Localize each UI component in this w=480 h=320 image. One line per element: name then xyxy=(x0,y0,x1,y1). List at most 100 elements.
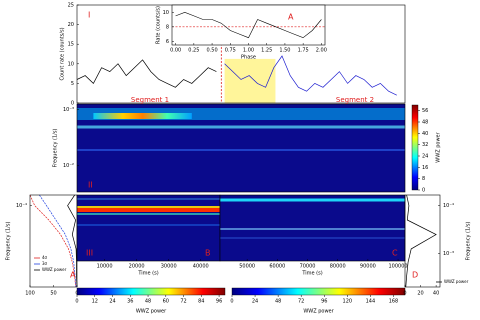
colorbar-tick-label: 40 xyxy=(422,131,428,137)
colorbar-tick-label: 56 xyxy=(422,108,428,114)
colorbar-tick-label: 16 xyxy=(422,165,428,171)
legend-label: WWZ power xyxy=(444,279,469,284)
heatmap-band xyxy=(77,198,220,200)
colorbar-tick-label: 0 xyxy=(230,299,233,305)
x-tick-label: 10000 xyxy=(97,264,113,270)
colorbar-tick-label: 48 xyxy=(275,299,281,305)
heatmap-band xyxy=(77,125,405,129)
profile-line xyxy=(67,194,78,288)
legend-label: 3σ xyxy=(42,261,48,266)
y-tick-label: 0 xyxy=(71,101,74,107)
x-tick-label: 80000 xyxy=(330,264,346,270)
y-axis-label: Frequency (1/s) xyxy=(466,222,472,261)
x-axis-label: Phase xyxy=(241,55,256,61)
colorbar-tick-label: 24 xyxy=(252,299,258,305)
heatmap-band xyxy=(93,113,192,119)
plot-frame xyxy=(404,194,441,288)
legend-label: WWZ power xyxy=(42,267,67,272)
x-tick-label: 100000 xyxy=(389,264,408,270)
y-axis-label: Frequency (1/s) xyxy=(6,222,12,261)
data-line xyxy=(175,11,322,39)
y-axis-label: Rate (counts/s) xyxy=(156,6,162,44)
legend-label: 4σ xyxy=(42,255,48,260)
y-tick-label: 20 xyxy=(68,22,74,28)
x-tick-label: 0.25 xyxy=(188,48,199,54)
colorbar-label: WWZ power xyxy=(136,309,167,315)
x-tick-label: 40 xyxy=(433,291,439,297)
panel-label: A xyxy=(70,271,76,280)
panel-label: III xyxy=(86,249,93,258)
heatmap xyxy=(220,195,405,261)
plot-frame xyxy=(76,103,406,193)
y-axis-label: Frequency (1/s) xyxy=(53,129,59,168)
y-tick-label: 8 xyxy=(166,24,169,30)
x-tick-label: 0 xyxy=(403,291,406,297)
x-tick-label: 1.00 xyxy=(243,48,254,54)
colorbar-tick-label: 84 xyxy=(198,299,204,305)
y-tick-label: 10⁻⁴ xyxy=(443,203,454,209)
x-tick-label: 40000 xyxy=(193,264,209,270)
x-tick-label: 20000 xyxy=(129,264,145,270)
colorbar-tick-label: 0 xyxy=(422,188,425,194)
colorbar xyxy=(76,287,226,296)
heatmap-band xyxy=(77,149,405,151)
y-tick-label: 6 xyxy=(166,39,169,45)
colorbar-tick-label: 96 xyxy=(321,299,327,305)
colorbar-tick-label: 72 xyxy=(298,299,304,305)
highlight xyxy=(224,58,276,103)
heatmap-band xyxy=(220,198,405,202)
heatmap-band xyxy=(220,228,405,230)
x-tick-label: 100 xyxy=(25,291,35,297)
inset-bg xyxy=(172,5,325,45)
x-tick-label: 50 xyxy=(50,291,56,297)
x-tick-label: 1.75 xyxy=(298,48,309,54)
x-tick-label: 0.00 xyxy=(170,48,181,54)
data-line xyxy=(76,59,217,88)
x-tick-label: 0.50 xyxy=(207,48,218,54)
colorbar-tick-label: 48 xyxy=(422,120,428,126)
colorbar-tick-label: 96 xyxy=(216,299,222,305)
colorbar-tick-label: 8 xyxy=(422,176,425,182)
panel-label: B xyxy=(205,249,211,258)
colorbar-label: WWZ power xyxy=(303,309,334,315)
segment-label: Segment 1 xyxy=(131,96,169,104)
y-tick-label: 5 xyxy=(71,81,74,87)
x-tick-label: 1.25 xyxy=(261,48,272,54)
panel-label: II xyxy=(88,181,93,190)
y-tick-label: 10 xyxy=(163,10,169,16)
colorbar-tick-label: 32 xyxy=(422,142,428,148)
y-tick-label: 10⁻³ xyxy=(63,107,74,113)
colorbar-tick-label: 12 xyxy=(92,299,98,305)
y-tick-label: 10⁻⁴ xyxy=(16,203,27,209)
y-tick-label: 10⁻² xyxy=(63,163,74,169)
x-tick-label: 20 xyxy=(417,291,423,297)
colorbar-tick-label: 0 xyxy=(75,299,78,305)
y-tick-label: 25 xyxy=(68,3,74,9)
y-tick-label: 15 xyxy=(68,42,74,48)
data-line xyxy=(224,55,397,96)
colorbar xyxy=(411,104,419,191)
heatmap-band xyxy=(77,213,220,215)
heatmap xyxy=(77,195,220,261)
profile-line xyxy=(29,194,76,288)
heatmap-band xyxy=(220,237,405,239)
colorbar-tick-label: 48 xyxy=(145,299,151,305)
colorbar-tick-label: 120 xyxy=(343,299,353,305)
x-tick-label: 60000 xyxy=(269,264,285,270)
heatmap-band xyxy=(77,208,220,212)
colorbar-tick-label: 24 xyxy=(109,299,115,305)
colorbar-tick-label: 168 xyxy=(389,299,399,305)
panel-label: D xyxy=(412,271,418,280)
colorbar-tick-label: 72 xyxy=(180,299,186,305)
y-tick-label: 10 xyxy=(68,61,74,67)
x-tick-label: 0.75 xyxy=(225,48,236,54)
x-tick-label: 70000 xyxy=(300,264,316,270)
y-axis-label: WWZ power xyxy=(436,131,442,162)
panel-label: I xyxy=(88,11,90,20)
y-axis-label: Count rate (counts/s) xyxy=(60,27,66,80)
profile-line xyxy=(39,194,77,288)
profile-line xyxy=(405,194,437,288)
y-tick-label: 10⁻³ xyxy=(443,251,454,257)
